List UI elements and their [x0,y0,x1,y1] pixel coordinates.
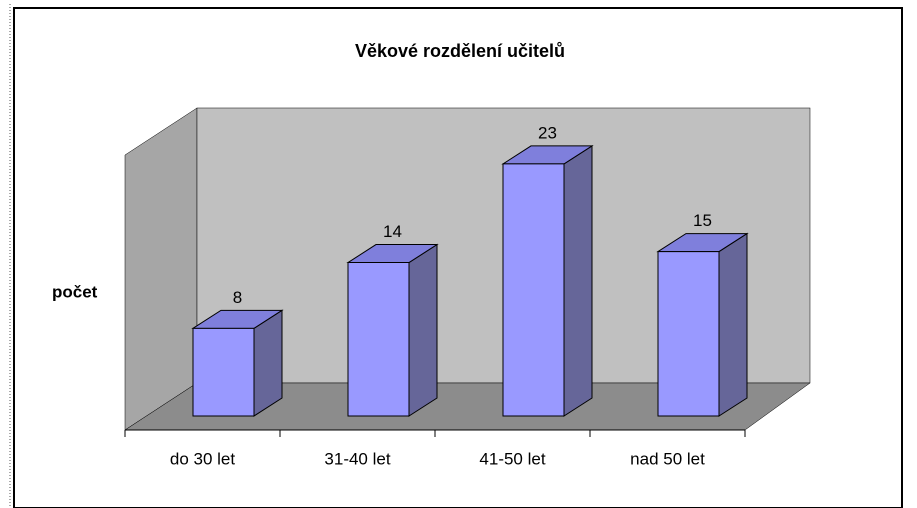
bar-face [347,262,410,417]
y-axis-label: počet [52,282,98,301]
bar-face [192,327,255,417]
bar-face [657,251,720,417]
x-tick-label: do 30 let [170,449,235,468]
chart-title: Věkové rozdělení učitelů [355,41,565,61]
bar-face [718,232,748,417]
bar-face [408,243,438,417]
bar [191,309,284,417]
bar-face [502,163,565,417]
x-tick-label: nad 50 let [630,449,705,468]
value-label: 8 [233,288,242,307]
bar-face [563,145,593,417]
bar [501,145,594,417]
value-label: 15 [693,211,712,230]
side-wall [124,107,198,431]
value-label: 23 [538,123,557,142]
value-label: 14 [383,222,402,241]
bar [346,243,439,417]
bar [656,232,749,417]
x-tick-label: 31-40 let [324,449,390,468]
x-tick-label: 41-50 let [479,449,545,468]
